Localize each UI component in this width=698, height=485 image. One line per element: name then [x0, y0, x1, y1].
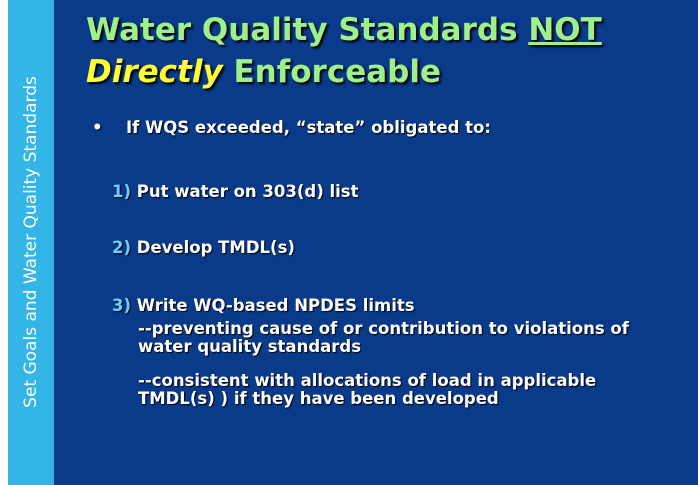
title-text: Enforceable	[222, 54, 441, 90]
item: 2) Develop TMDL(s)	[112, 238, 295, 257]
title-text: Water Quality Standards	[86, 12, 529, 48]
title-emphasis: Directly	[86, 54, 223, 90]
item-number: 3)	[112, 296, 132, 315]
bullet: If WQS exceeded, “state” obligated to:	[126, 118, 491, 137]
item: 3) Write WQ-based NPDES limits	[112, 296, 415, 315]
item-text: Develop TMDL(s)	[136, 238, 295, 257]
title-line: Water Quality Standards NOT	[86, 12, 602, 48]
title-line: Directly Enforceable	[86, 54, 441, 90]
sidebar: Set Goals and Water Quality Standards	[8, 0, 54, 485]
item: 1) Put water on 303(d) list	[112, 182, 359, 201]
item-text: Write WQ-based NPDES limits	[136, 296, 415, 315]
subitem: --preventing cause of or contribution to…	[138, 319, 629, 356]
item-number: 2)	[112, 238, 132, 257]
item-text: Put water on 303(d) list	[136, 182, 359, 201]
sidebar-text: Set Goals and Water Quality Standards	[21, 76, 41, 408]
bullet-mark: •	[92, 118, 103, 137]
item-number: 1)	[112, 182, 132, 201]
slide: Set Goals and Water Quality Standards Wa…	[8, 0, 698, 485]
title-emphasis: NOT	[528, 12, 602, 48]
subitem: --consistent with allocations of load in…	[138, 371, 597, 408]
